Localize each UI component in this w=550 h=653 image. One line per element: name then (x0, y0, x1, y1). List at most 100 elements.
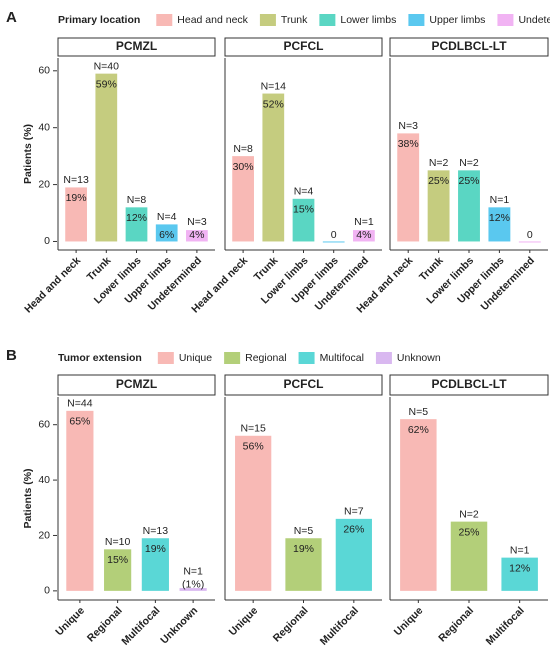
n-label: N=44 (67, 398, 93, 410)
bar (179, 588, 207, 591)
bar (353, 230, 375, 242)
value-label: 52% (263, 98, 284, 110)
n-label: N=13 (63, 174, 89, 186)
facet-strip (57, 37, 216, 57)
x-tick-label: Regional (436, 605, 476, 645)
x-tick-label: Trunk (417, 254, 446, 283)
n-label: N=8 (127, 194, 147, 206)
y-axis-label: Patients (%) (22, 468, 34, 528)
facet-strip (389, 374, 549, 396)
y-tick-label: 0 (44, 235, 50, 247)
value-label: (1%) (182, 579, 204, 591)
legend-label: Undetermined (518, 14, 550, 26)
legend-swatch (497, 14, 514, 26)
value-label: 38% (398, 138, 419, 150)
y-tick-label: 0 (44, 585, 50, 597)
x-tick-label: Multifocal (484, 605, 527, 648)
value-label: 15% (107, 554, 128, 566)
legend-swatch (259, 14, 276, 26)
y-tick-label: 60 (38, 418, 50, 430)
n-label: N=3 (187, 216, 207, 228)
bar (335, 518, 372, 591)
legend-label: Head and neck (177, 14, 248, 26)
legend-label: Lower limbs (340, 14, 396, 26)
bar (66, 410, 94, 591)
bar (400, 419, 437, 591)
bar (322, 241, 345, 243)
x-tick-label: Trunk (85, 254, 114, 283)
legend-swatch (157, 352, 174, 364)
bar (285, 538, 322, 591)
y-tick-label: 60 (38, 65, 50, 77)
n-label: N=13 (143, 525, 169, 537)
x-tick-label: Undetermined (478, 255, 536, 313)
value-label: 25% (428, 175, 449, 187)
n-label: N=1 (490, 194, 510, 206)
n-label: N=14 (261, 80, 287, 92)
n-label: N=15 (240, 423, 266, 435)
bar (125, 207, 148, 242)
value-label: 12% (126, 212, 147, 224)
facet-strip (389, 37, 549, 57)
x-tick-label: Unique (53, 604, 87, 638)
bar (397, 133, 420, 242)
bar (450, 521, 488, 591)
bar (458, 170, 480, 242)
legend-label: Regional (245, 352, 286, 364)
legend-swatch (375, 352, 392, 364)
x-tick-label: Unique (227, 604, 261, 638)
bar (141, 538, 169, 591)
n-label: N=4 (157, 211, 177, 223)
value-label: 15% (293, 204, 314, 216)
facet-title: PCDLBCL-LT (431, 377, 507, 391)
value-label: 25% (458, 175, 479, 187)
bar (292, 198, 315, 242)
value-label: 0 (331, 229, 337, 241)
bar (104, 549, 132, 591)
facet-strip (224, 374, 383, 396)
n-label: N=10 (105, 536, 131, 548)
bar (235, 435, 272, 591)
legend-swatch (408, 14, 425, 26)
bar (501, 557, 538, 591)
n-label: N=5 (294, 525, 314, 537)
legend-title: Tumor extension (58, 352, 142, 364)
value-label: 6% (159, 229, 174, 241)
x-tick-label: Multifocal (119, 605, 162, 648)
n-label: N=8 (233, 143, 253, 155)
facet-title: PCMZL (116, 39, 157, 53)
legend-swatch (298, 352, 315, 364)
legend-label: Unknown (397, 352, 441, 364)
value-label: 4% (189, 229, 204, 241)
n-label: N=2 (459, 157, 479, 169)
value-label: 56% (243, 441, 264, 453)
n-label: N=5 (409, 406, 429, 418)
value-label: 19% (145, 543, 166, 555)
facet-strip (57, 374, 216, 396)
value-label: 4% (356, 229, 371, 241)
n-label: N=1 (354, 216, 374, 228)
x-tick-label: Unknown (158, 605, 200, 647)
x-tick-label: Unique (392, 604, 426, 638)
facet-title: PCMZL (116, 377, 157, 391)
bar (65, 187, 87, 242)
legend-label: Upper limbs (429, 14, 485, 26)
panel-label: A (6, 9, 17, 26)
x-tick-label: Regional (271, 605, 311, 645)
legend-swatch (319, 14, 336, 26)
n-label: N=1 (510, 544, 530, 556)
facet-strip (224, 37, 383, 57)
legend-title: Primary location (58, 14, 140, 26)
bar (232, 156, 254, 242)
bar (155, 224, 178, 242)
x-tick-label: Multifocal (318, 605, 361, 648)
x-tick-label: Trunk (252, 254, 281, 283)
value-label: 59% (96, 78, 117, 90)
n-label: N=2 (459, 508, 479, 520)
value-label: 12% (489, 212, 510, 224)
legend-label: Trunk (281, 14, 308, 26)
y-axis-label: Patients (%) (22, 124, 34, 184)
n-label: N=7 (344, 506, 364, 518)
bar (186, 230, 208, 242)
